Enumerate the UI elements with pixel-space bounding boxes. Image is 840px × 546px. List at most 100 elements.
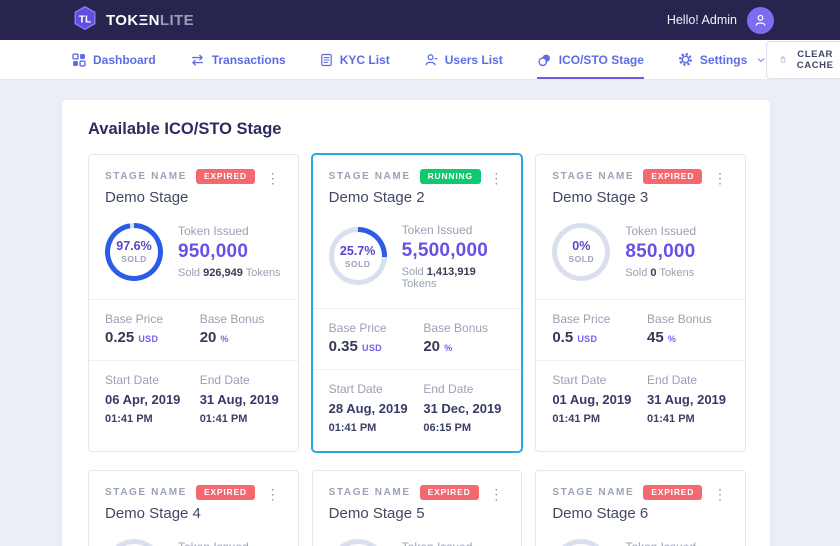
kyc-list-icon bbox=[320, 53, 332, 66]
page-title: Available ICO/STO Stage bbox=[88, 120, 282, 138]
stage-cards-grid: STAGE NAME EXPIRED Demo Stage ⋮ 97.6% SO… bbox=[88, 154, 746, 546]
base-bonus-label: Base Bonus bbox=[647, 311, 712, 326]
start-date-value: 01 Aug, 2019 01:41 PM bbox=[552, 391, 632, 426]
stage-card: STAGE NAME EXPIRED Demo Stage 3 ⋮ 0% SOL… bbox=[535, 154, 746, 453]
ico-stage-icon bbox=[538, 54, 550, 66]
clear-cache-label: CLEAR CACHE bbox=[796, 48, 834, 71]
brand-logo-icon: TL bbox=[72, 5, 98, 36]
base-price-label: Base Price bbox=[328, 320, 387, 335]
price-section: Base Price 0.5 USD Base Bonus 45 % bbox=[536, 298, 745, 360]
gear-icon bbox=[678, 53, 692, 66]
end-date-label: End Date bbox=[199, 372, 250, 387]
price-section: Base Price 0.25 USD Base Bonus 20 % bbox=[89, 298, 298, 360]
sold-ring-label: SOLD bbox=[344, 258, 371, 269]
sold-progress-ring: 0% SOLD bbox=[552, 538, 611, 546]
nav-label: Users List bbox=[444, 52, 503, 67]
stage-card-header: STAGE NAME EXPIRED Demo Stage 5 ⋮ bbox=[313, 471, 522, 533]
token-issued-label: Token Issued bbox=[625, 224, 697, 238]
sold-tokens-line: Sold 926,949 Tokens bbox=[178, 267, 281, 279]
stage-card-header: STAGE NAME EXPIRED Demo Stage 3 ⋮ bbox=[536, 155, 745, 216]
stage-title: Demo Stage 3 bbox=[552, 188, 649, 206]
svg-text:TL: TL bbox=[79, 14, 92, 25]
start-date-label: Start Date bbox=[105, 372, 160, 387]
nav-item-ico-sto-stage[interactable]: ICO/STO Stage bbox=[537, 40, 644, 79]
stage-name-label: STAGE NAME bbox=[328, 170, 411, 182]
stage-name-label: STAGE NAME bbox=[105, 487, 187, 499]
token-issued-label: Token Issued bbox=[402, 540, 473, 546]
sold-tokens-line: Sold 0 Tokens bbox=[625, 267, 695, 279]
token-issued-value: 950,000 bbox=[178, 241, 249, 262]
end-date-value: 31 Dec, 2019 06:15 PM bbox=[423, 400, 502, 435]
users-list-icon bbox=[425, 53, 438, 65]
card-menu-icon[interactable]: ⋮ bbox=[265, 486, 280, 503]
stage-title: Demo Stage bbox=[105, 188, 189, 206]
sold-progress-ring: 97.6% SOLD bbox=[105, 222, 163, 281]
base-price-label: Base Price bbox=[105, 311, 164, 326]
token-issued-label: Token Issued bbox=[625, 540, 696, 546]
base-bonus-value: 20 % bbox=[423, 337, 453, 355]
stage-card-header: STAGE NAME RUNNING Demo Stage 2 ⋮ bbox=[313, 155, 522, 216]
brand: TL TOKΞNLITE bbox=[72, 5, 194, 36]
dates-section: Start Date 01 Aug, 2019 01:41 PM End Dat… bbox=[536, 359, 745, 443]
sold-percentage: 97.6% bbox=[116, 239, 152, 253]
stage-card: STAGE NAME EXPIRED Demo Stage ⋮ 97.6% SO… bbox=[88, 154, 299, 453]
stage-card: STAGE NAME EXPIRED Demo Stage 5 ⋮ 0% SOL… bbox=[311, 470, 523, 546]
sold-progress-ring: 0% SOLD bbox=[328, 538, 387, 546]
stage-name-label: STAGE NAME bbox=[552, 170, 635, 182]
stage-card-header: STAGE NAME EXPIRED Demo Stage 6 ⋮ bbox=[536, 471, 745, 533]
stage-name-label: STAGE NAME bbox=[105, 170, 187, 182]
dates-section: Start Date 06 Apr, 2019 01:41 PM End Dat… bbox=[89, 359, 298, 443]
base-price-value: 0.25 USD bbox=[105, 328, 159, 346]
card-menu-icon[interactable]: ⋮ bbox=[713, 170, 727, 186]
stage-card: STAGE NAME EXPIRED Demo Stage 6 ⋮ 0% SOL… bbox=[535, 470, 746, 546]
nav-item-kyc-list[interactable]: KYC List bbox=[320, 40, 390, 79]
end-date-value: 31 Aug, 2019 01:41 PM bbox=[647, 391, 727, 426]
start-date-value: 06 Apr, 2019 01:41 PM bbox=[105, 391, 181, 426]
card-menu-icon[interactable]: ⋮ bbox=[489, 170, 504, 186]
token-section: 25.7% SOLD Token Issued 5,500,000 Sold 1… bbox=[313, 217, 522, 308]
nav-item-transactions[interactable]: Transactions bbox=[190, 40, 286, 79]
token-section: 0% SOLD Token Issued 850,000 Sold 0 Toke… bbox=[536, 217, 745, 299]
sold-progress-ring: 0% SOLD bbox=[105, 538, 163, 546]
nav-item-dashboard[interactable]: Dashboard bbox=[72, 40, 156, 79]
status-badge: EXPIRED bbox=[195, 169, 255, 184]
trash-icon bbox=[780, 56, 786, 63]
sold-progress-ring: 0% SOLD bbox=[552, 222, 611, 281]
nav-item-settings[interactable]: Settings bbox=[678, 40, 766, 79]
stage-card: STAGE NAME EXPIRED Demo Stage 4 ⋮ 0% SOL… bbox=[88, 470, 299, 546]
token-issued-label: Token Issued bbox=[178, 540, 249, 546]
base-price-value: 0.5 USD bbox=[552, 328, 598, 346]
stage-name-label: STAGE NAME bbox=[552, 487, 635, 499]
nav-label: Settings bbox=[699, 52, 748, 67]
card-menu-icon[interactable]: ⋮ bbox=[713, 486, 727, 503]
start-date-label: Start Date bbox=[552, 372, 607, 387]
nav-label: KYC List bbox=[339, 52, 390, 67]
dashboard-icon bbox=[72, 52, 86, 67]
sold-percentage: 0% bbox=[572, 239, 591, 253]
base-bonus-label: Base Bonus bbox=[423, 320, 489, 335]
nav-item-users-list[interactable]: Users List bbox=[424, 40, 503, 79]
token-issued-label: Token Issued bbox=[401, 222, 473, 237]
stage-name-label: STAGE NAME bbox=[328, 487, 411, 499]
card-menu-icon[interactable]: ⋮ bbox=[489, 486, 504, 503]
card-menu-icon[interactable]: ⋮ bbox=[265, 170, 280, 186]
start-date-label: Start Date bbox=[328, 381, 383, 396]
clear-cache-button[interactable]: CLEAR CACHE bbox=[766, 40, 840, 79]
token-section: 0% SOLD Token Issued 850,000 Sold 0 Toke… bbox=[536, 533, 745, 546]
sold-ring-label: SOLD bbox=[568, 254, 595, 264]
topbar: TL TOKΞNLITE Hello! Admin bbox=[0, 0, 840, 40]
stage-card: STAGE NAME RUNNING Demo Stage 2 ⋮ 25.7% … bbox=[311, 154, 523, 453]
status-badge: EXPIRED bbox=[195, 485, 255, 500]
dates-section: Start Date 28 Aug, 2019 01:41 PM End Dat… bbox=[312, 368, 522, 452]
token-issued-label: Token Issued bbox=[178, 224, 249, 238]
stage-title: Demo Stage 5 bbox=[328, 504, 425, 522]
base-bonus-value: 20 % bbox=[199, 328, 229, 346]
transactions-icon bbox=[191, 54, 203, 66]
sold-percentage: 25.7% bbox=[339, 243, 376, 258]
status-badge: RUNNING bbox=[419, 169, 481, 184]
token-section: 97.6% SOLD Token Issued 950,000 Sold 926… bbox=[89, 217, 298, 299]
sold-ring-label: SOLD bbox=[121, 254, 147, 264]
nav-label: ICO/STO Stage bbox=[558, 52, 644, 67]
user-avatar[interactable] bbox=[747, 6, 774, 34]
token-section: 0% SOLD Token Issued 850,000 Sold 0 Toke… bbox=[89, 533, 298, 546]
